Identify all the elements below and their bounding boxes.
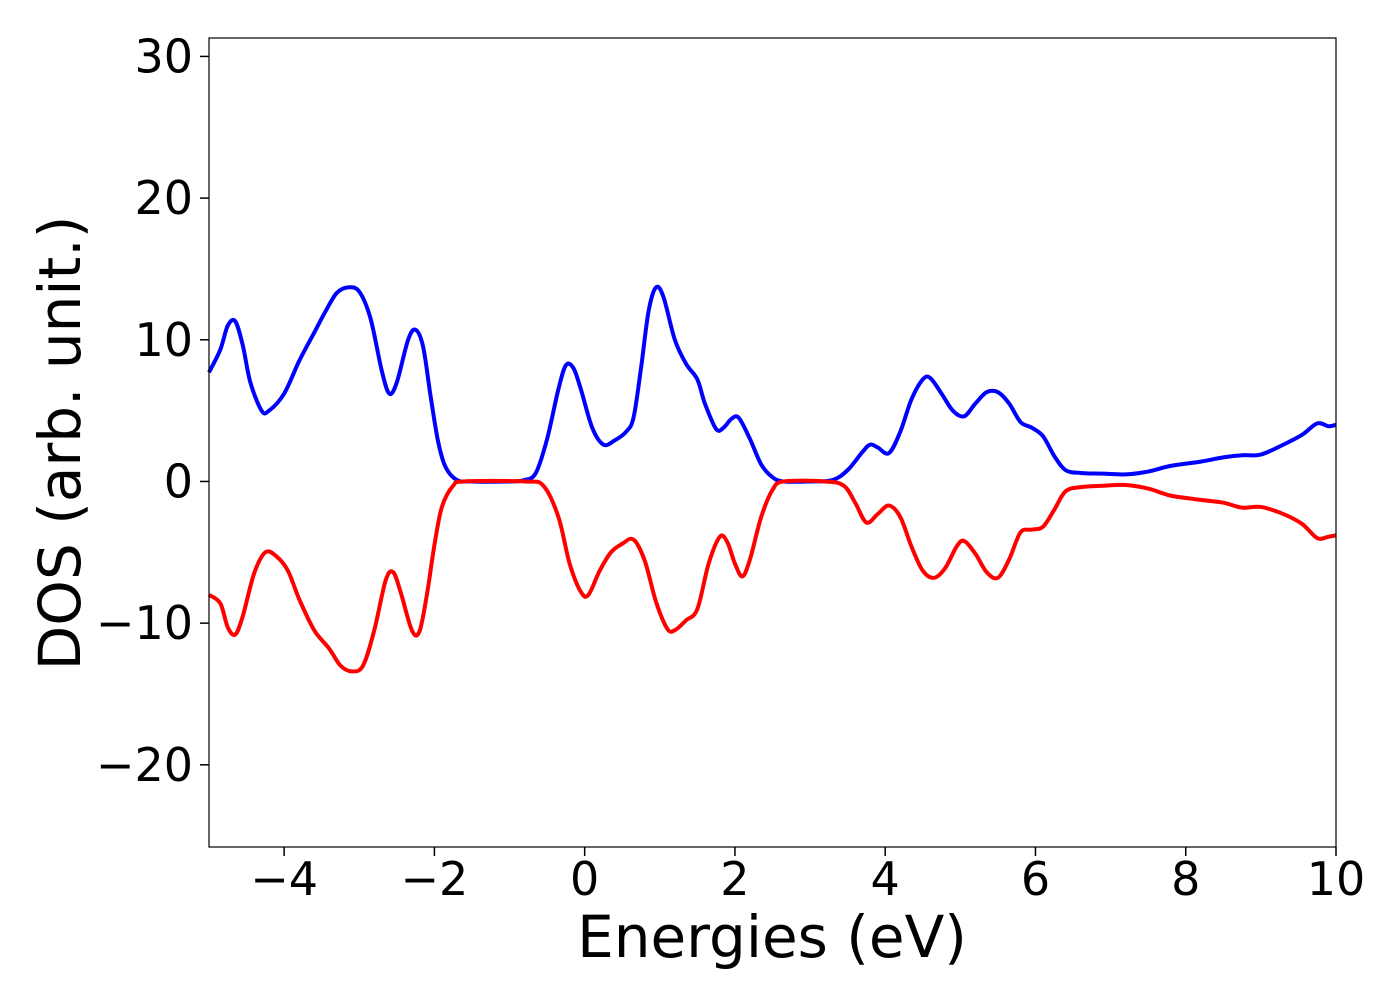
y-axis-ticks: −20 −10 0 10 20 30 [96, 29, 209, 792]
y-tick-label: −10 [96, 596, 193, 650]
x-axis-ticks: −4 −2 0 2 4 6 8 10 [250, 847, 1365, 906]
x-tick-label: 0 [570, 852, 599, 906]
x-tick-label: −4 [250, 852, 318, 906]
series-layer [207, 284, 1337, 674]
y-tick-label: 0 [164, 454, 193, 508]
y-axis-label: DOS (arb. unit.) [26, 216, 94, 671]
x-tick-label: 4 [871, 852, 900, 906]
x-tick-label: 6 [1021, 852, 1050, 906]
x-tick-label: −2 [400, 852, 468, 906]
y-tick-label: 30 [134, 29, 193, 83]
y-tick-label: −20 [96, 738, 193, 792]
x-tick-label: 2 [720, 852, 749, 906]
y-tick-label: 20 [134, 171, 193, 225]
dos-series-blue-line [207, 284, 1337, 484]
x-axis-label: Energies (eV) [577, 903, 967, 971]
x-tick-label: 8 [1171, 852, 1200, 906]
plot-frame [208, 37, 1337, 848]
y-tick-label: 10 [134, 313, 193, 367]
dos-series-red-line [207, 478, 1337, 674]
x-tick-label: 10 [1307, 852, 1366, 906]
